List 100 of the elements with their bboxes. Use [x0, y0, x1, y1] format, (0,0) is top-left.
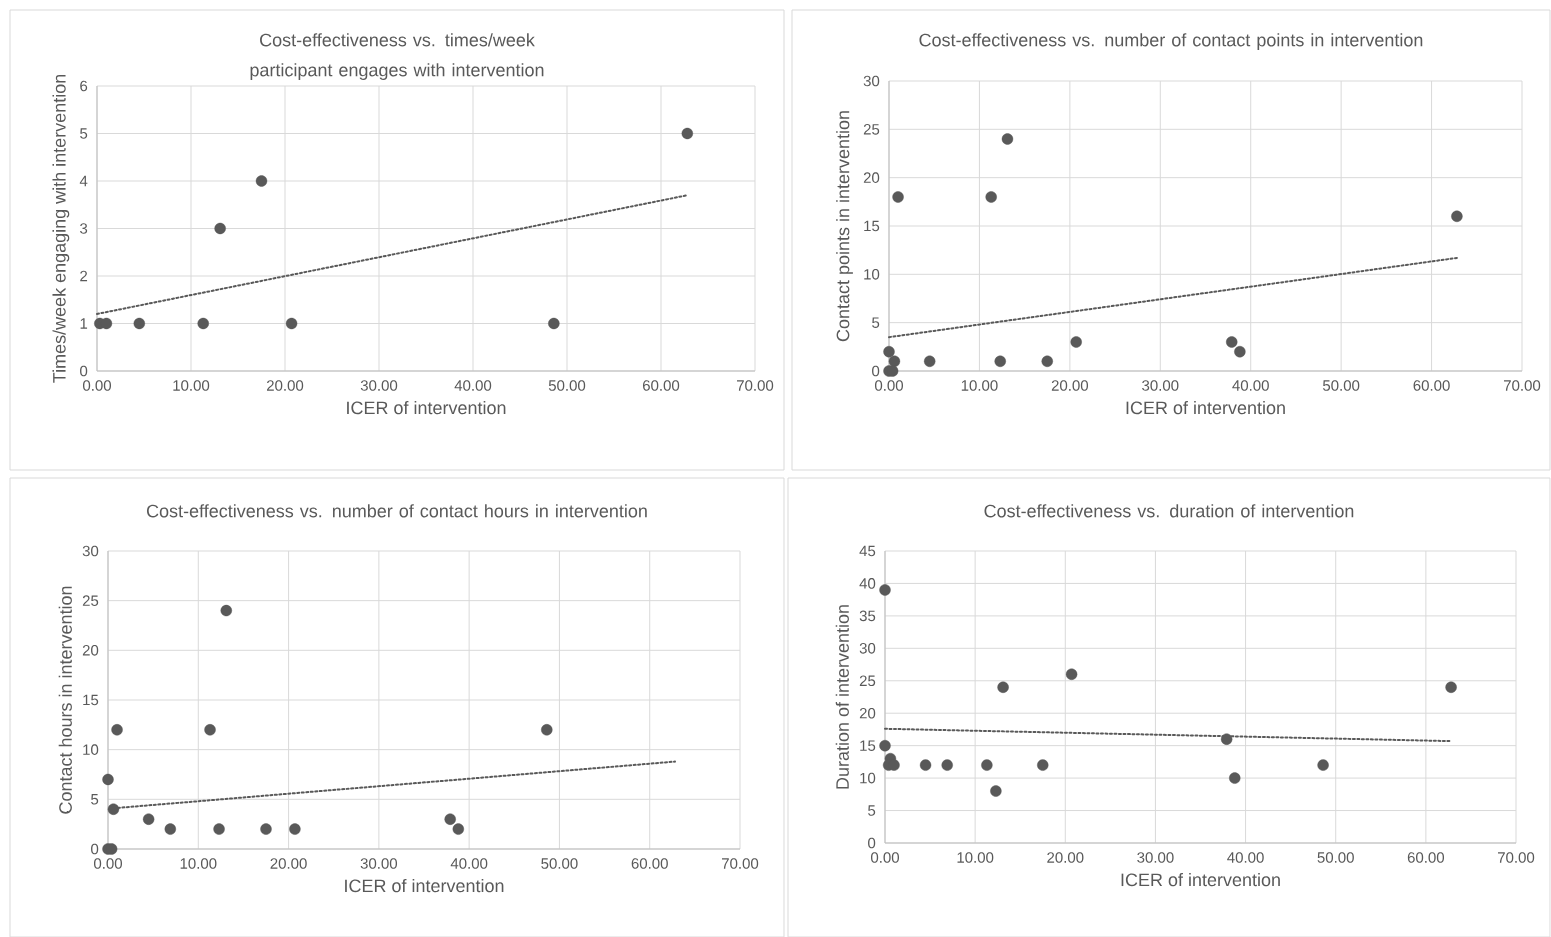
x-tick-label: 0.00	[82, 380, 112, 391]
y-tick-label: 15	[860, 740, 876, 751]
y-tick-label: 15	[864, 220, 880, 232]
x-tick-label: 40.00	[450, 858, 488, 869]
x-tick-label: 40.00	[454, 380, 492, 391]
y-tick-label: 25	[863, 124, 880, 135]
point	[941, 759, 953, 771]
x-axis-title: ICER of intervention	[347, 401, 506, 415]
x-tick-label: 20.00	[1047, 852, 1084, 863]
y-tick-label: 6	[80, 80, 88, 92]
y-tick-label: 0	[868, 837, 876, 849]
point	[994, 355, 1006, 368]
point	[1229, 772, 1241, 784]
x-tick-label: 10.00	[957, 852, 994, 863]
point	[107, 803, 120, 815]
point	[213, 823, 225, 835]
x-tick-label: 30.00	[360, 858, 398, 869]
point	[133, 317, 146, 330]
point	[220, 604, 232, 617]
y-axis-title: Contact hours in intervention	[58, 586, 72, 814]
y-tick-label: 4	[79, 175, 88, 187]
chart-title: Cost-effectiveness vs. number of contact points in intervention	[919, 33, 1423, 50]
point	[444, 813, 456, 825]
point	[285, 317, 298, 330]
point	[1037, 759, 1049, 771]
x-tick-label: 50.00	[548, 380, 586, 391]
point	[681, 127, 694, 140]
y-tick-label: 40	[859, 578, 876, 589]
y-axis-title: Contact points in intervention	[836, 111, 853, 342]
point	[1220, 733, 1233, 745]
x-tick-label: 20.00	[1051, 380, 1089, 391]
y-tick-label: 5	[91, 794, 99, 805]
x-tick-label: 10.00	[180, 858, 217, 869]
x-axis-title: ICER of intervention	[1126, 401, 1285, 415]
y-tick-label: 0	[91, 843, 99, 855]
x-tick-label: 10.00	[173, 380, 210, 391]
y-axis-title: Duration of intervention	[835, 605, 849, 789]
y-tick-label: 20	[859, 707, 876, 719]
y-tick-label: 1	[80, 318, 88, 329]
x-tick-label: 60.00	[1407, 852, 1445, 863]
x-tick-label: 0.00	[93, 858, 123, 869]
point	[260, 823, 272, 835]
y-tick-label: 10	[864, 269, 880, 280]
point	[1041, 355, 1053, 368]
y-tick-label: 30	[863, 75, 880, 87]
point	[1234, 345, 1246, 358]
point	[255, 175, 268, 187]
point	[1317, 759, 1329, 771]
point	[985, 191, 997, 203]
x-tick-label: 20.00	[270, 858, 307, 869]
x-tick-label: 40.00	[1227, 852, 1264, 863]
y-tick-label: 20	[863, 172, 880, 183]
point	[883, 345, 895, 358]
point	[1226, 336, 1238, 348]
x-tick-label: 60.00	[643, 380, 680, 391]
point	[919, 759, 932, 771]
point	[548, 317, 560, 330]
point	[289, 823, 301, 835]
y-tick-label: 2	[80, 270, 88, 282]
point	[1070, 336, 1082, 348]
y-tick-label: 5	[80, 128, 88, 139]
x-tick-label: 50.00	[1322, 380, 1360, 391]
x-tick-label: 70.00	[1498, 852, 1535, 863]
y-tick-label: 10	[83, 744, 99, 755]
point	[1451, 210, 1463, 223]
point	[924, 355, 936, 368]
x-tick-label: 20.00	[266, 380, 304, 391]
point	[204, 724, 216, 736]
point	[541, 724, 553, 736]
point	[142, 813, 155, 825]
x-tick-label: 0.00	[870, 852, 900, 863]
point	[111, 724, 123, 736]
y-tick-label: 15	[83, 694, 99, 706]
x-tick-label: 70.00	[1504, 380, 1541, 391]
y-tick-label: 30	[82, 545, 99, 557]
chart-title: Cost-effectiveness vs. times/week participant engages with intervention	[250, 33, 544, 80]
y-tick-label: 25	[859, 675, 876, 687]
point	[879, 739, 891, 752]
point	[214, 222, 226, 235]
point	[997, 681, 1009, 693]
y-tick-label: 25	[82, 595, 99, 606]
x-tick-label: 50.00	[1317, 852, 1354, 863]
x-tick-label: 30.00	[1137, 852, 1174, 863]
point	[990, 785, 1002, 797]
point	[981, 759, 993, 771]
y-tick-label: 5	[872, 317, 880, 328]
x-tick-label: 70.00	[737, 380, 774, 391]
point	[1001, 133, 1014, 145]
y-tick-label: 45	[859, 545, 876, 557]
point	[1445, 681, 1457, 693]
chart-title: Cost-effectiveness vs. duration of intervention	[984, 504, 1354, 518]
y-axis-title: Times/week engaging with intervention	[52, 74, 70, 383]
y-tick-label: 35	[859, 610, 876, 622]
x-tick-label: 30.00	[360, 380, 398, 391]
x-axis-title: ICER of intervention	[345, 879, 504, 893]
y-tick-label: 20	[82, 645, 99, 656]
point	[879, 584, 891, 596]
x-tick-label: 60.00	[1413, 380, 1450, 391]
y-tick-label: 30	[859, 643, 876, 654]
x-axis-title: ICER of intervention	[1121, 873, 1280, 887]
